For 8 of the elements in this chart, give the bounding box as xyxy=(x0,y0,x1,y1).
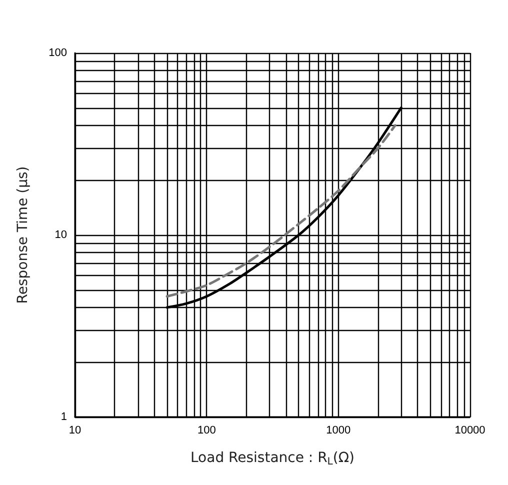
y-axis-title: Response Time (μs) xyxy=(15,166,31,304)
x-tick-label: 1000 xyxy=(326,424,351,436)
x-tick-label: 10 xyxy=(68,424,82,436)
x-tick-label: 10000 xyxy=(454,424,486,436)
x-tick-label: 100 xyxy=(197,424,216,436)
y-tick-label: 100 xyxy=(48,47,67,59)
y-tick-label: 1 xyxy=(60,411,67,423)
y-tick-label: 10 xyxy=(54,229,67,241)
